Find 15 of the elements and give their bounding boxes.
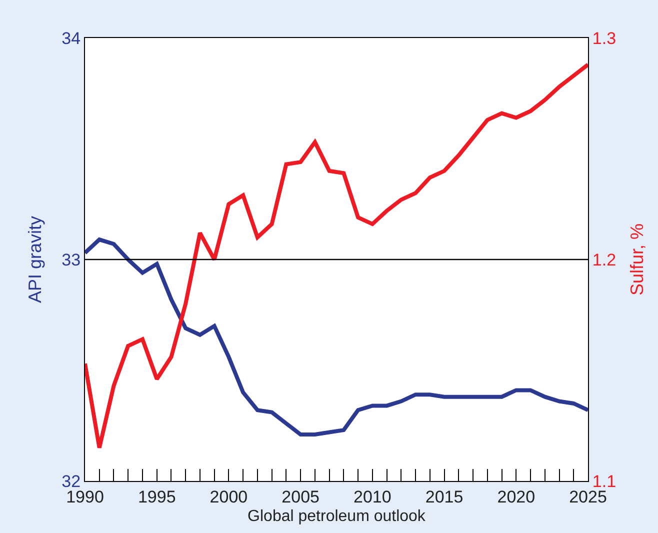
x-tick-label: 2005	[282, 487, 320, 506]
x-tick-label: 2010	[354, 487, 392, 506]
y-tick-label: 34	[62, 28, 81, 48]
y-tick-label: 33	[62, 250, 81, 270]
x-tick-label: 2015	[425, 487, 464, 506]
x-tick-label: 1995	[138, 487, 176, 506]
x-tick-label: 2000	[210, 487, 248, 506]
y2-axis-title: Sulfur, %	[627, 223, 648, 296]
line-series	[85, 238, 588, 436]
y2-tick-label: 1.2	[592, 250, 616, 270]
y-axis-title: API gravity	[24, 216, 45, 304]
x-axis-title: Global petroleum outlook	[248, 508, 426, 526]
line-series	[85, 62, 588, 450]
x-tick-label: 2020	[497, 487, 536, 506]
y2-tick-label: 1.3	[592, 28, 616, 48]
